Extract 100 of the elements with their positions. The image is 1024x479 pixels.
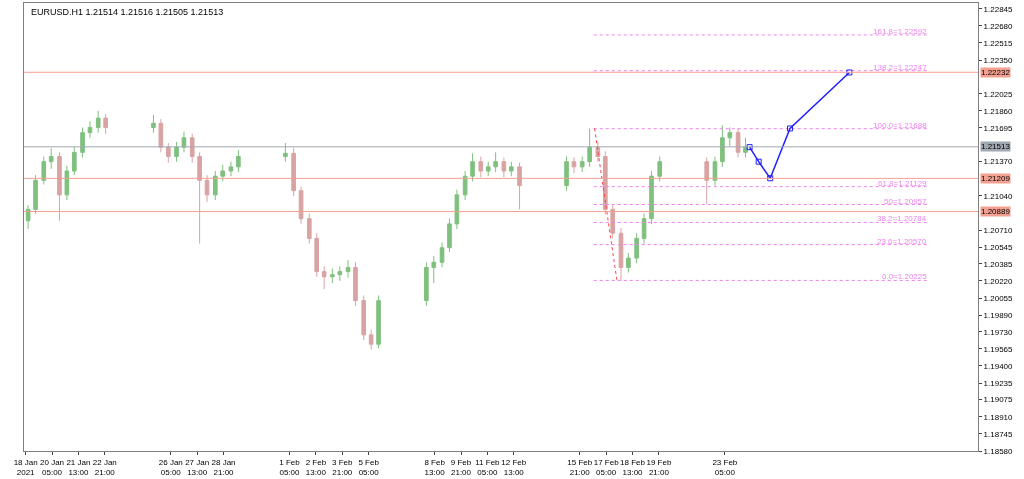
y-tick-label: 1.21040: [983, 191, 1014, 201]
candlestick: [57, 151, 62, 222]
text: EURUSD.H1 1.21514 1.21516 1.21505 1.21513: [31, 7, 224, 17]
ref-line-label: 1.22232: [981, 68, 1011, 77]
candlestick: [470, 152, 475, 182]
candlestick: [571, 157, 577, 174]
candlestick: [41, 155, 47, 185]
candlestick: [71, 146, 77, 176]
candlestick: [158, 118, 164, 153]
candlestick: [564, 155, 569, 192]
candlestick: [151, 114, 156, 134]
ref-line-label: 1.21513: [981, 142, 1011, 151]
point: [767, 175, 774, 182]
series-label: 138.2=1.22247: [873, 63, 928, 72]
y-tick-label: 1.20385: [983, 259, 1014, 269]
candlestick: [424, 261, 429, 307]
x-tick-label: 2 Feb 13:00: [305, 457, 327, 477]
candlestick: [64, 165, 70, 201]
candlestick: [228, 161, 234, 177]
y-tick-label: 1.19400: [983, 361, 1014, 371]
series-label: 61.8=1.21129: [878, 179, 928, 188]
candlestick: [478, 155, 484, 178]
ref-line-label: 1.21209: [981, 174, 1011, 183]
candlestick: [103, 113, 108, 135]
x-tick-label: 8 Feb 13:00: [424, 457, 446, 477]
x-tick-label: 3 Feb 21:00: [332, 457, 354, 477]
x-tick-label: 21 Jan 13:00: [66, 457, 91, 477]
candlestick: [517, 162, 522, 210]
candlestick: [283, 142, 288, 163]
y-tick-label: 1.21370: [983, 157, 1014, 167]
x-tick-label: 9 Feb 21:00: [450, 457, 472, 477]
y-tick-label: 1.22515: [983, 38, 1014, 48]
candlestick: [298, 186, 304, 225]
point: [787, 125, 793, 132]
candlestick: [439, 242, 445, 268]
candlestick: [579, 155, 585, 173]
candlestick: [626, 252, 631, 274]
x-tick-label: 5 Feb 05:00: [358, 457, 380, 477]
candlestick: [353, 261, 358, 307]
candlestick: [361, 294, 367, 341]
candlestick: [189, 133, 195, 164]
x-tick-label: 27 Jan 13:00: [185, 457, 210, 477]
candlestick: [314, 232, 320, 278]
candlestick: [345, 259, 351, 279]
y-tick-label: 1.22025: [983, 89, 1014, 99]
candlestick: [720, 124, 725, 168]
point: [746, 144, 753, 151]
y-tick-label: 1.18580: [983, 446, 1014, 456]
candlestick: [602, 150, 608, 216]
candlestick: [236, 149, 241, 173]
y-tick-label: 1.19730: [983, 327, 1014, 337]
candlestick: [212, 170, 218, 201]
y-tick-label: 1.20545: [983, 243, 1014, 253]
candlestick: [743, 137, 748, 159]
candlestick: [33, 174, 38, 215]
candlestick: [657, 155, 663, 182]
y-tick-label: 1.19565: [983, 344, 1014, 354]
y-tick-label: 1.22680: [983, 21, 1014, 31]
y-tick-label: 1.19235: [983, 378, 1014, 388]
series-label: 0.0=1.20225: [882, 272, 928, 281]
ref-line-label: 1.20889: [981, 207, 1011, 216]
y-tick-label: 1.22845: [983, 4, 1014, 14]
x-tick-label: 19 Feb 21:00: [646, 457, 672, 477]
series-label: 23.6=1.20570: [877, 237, 927, 246]
series-label: 100.0=1.21688: [873, 121, 928, 130]
x-tick-label: 1 Feb 05:00: [279, 457, 301, 477]
candlestick: [25, 204, 31, 230]
candlestick: [291, 147, 296, 197]
point: [846, 69, 853, 76]
candlestick: [462, 170, 468, 201]
candlestick: [610, 203, 616, 239]
candlestick: [447, 218, 452, 253]
candlestick: [306, 213, 312, 245]
x-tick-label: 22 Jan 21:00: [92, 457, 117, 477]
candlestick: [87, 120, 93, 139]
candlestick: [704, 157, 710, 205]
x-tick-label: 12 Feb 13:00: [501, 457, 527, 477]
y-tick-label: 1.20220: [983, 276, 1014, 286]
y-tick-label: 1.21860: [983, 106, 1014, 116]
candlestick: [330, 267, 335, 284]
candlestick: [174, 141, 179, 163]
x-tick-label: 17 Feb 05:00: [593, 457, 620, 477]
candlestick: [197, 151, 202, 245]
candlestick: [727, 126, 733, 147]
candlestick: [712, 155, 718, 187]
y-tick-label: 1.18745: [983, 429, 1014, 439]
y-tick-label: 1.20055: [983, 293, 1014, 303]
candlestick: [48, 147, 54, 170]
x-tick-label: 15 Feb 21:00: [567, 457, 593, 477]
candlestick: [454, 189, 460, 230]
x-tick-label: 20 Jan 05:00: [40, 457, 65, 477]
candlestick: [80, 126, 85, 159]
x-tick-label: 18 Feb 13:00: [620, 457, 646, 477]
series-label: 50=1.20957: [884, 197, 928, 206]
candlestick: [634, 232, 639, 264]
candlestick: [204, 174, 210, 203]
candlestick: [508, 161, 514, 177]
candlestick: [337, 265, 343, 282]
point: [755, 158, 762, 165]
candlestick: [641, 213, 647, 245]
